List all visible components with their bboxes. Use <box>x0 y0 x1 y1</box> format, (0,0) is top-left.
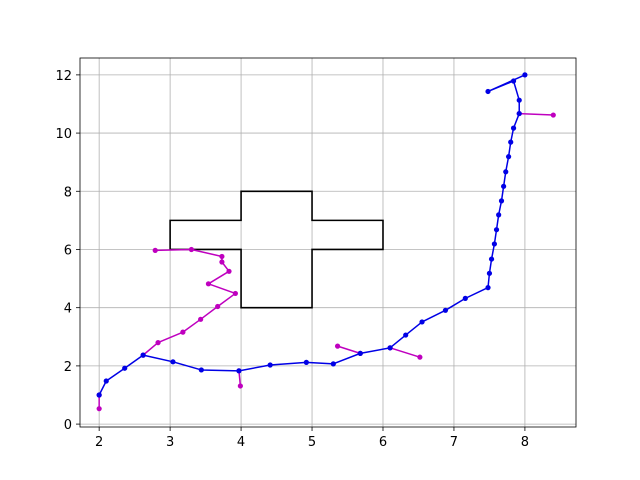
axes-frame <box>79 57 577 428</box>
y-tick-label: 8 <box>64 185 72 200</box>
branch-point <box>155 340 161 346</box>
branch-point <box>334 343 341 349</box>
branch-point <box>219 253 225 260</box>
obstacle-layer <box>169 190 384 309</box>
x-tick-label: 7 <box>450 435 458 450</box>
path-point <box>503 169 509 175</box>
path-point <box>198 367 204 373</box>
path-point <box>419 319 425 325</box>
path-point <box>267 362 273 368</box>
path-point <box>488 256 495 262</box>
x-tick-label: 3 <box>166 435 174 450</box>
path-point <box>486 270 493 276</box>
path-point <box>491 241 497 247</box>
path-point <box>387 345 393 351</box>
x-tick-label: 5 <box>308 435 316 450</box>
branch-point <box>188 246 195 253</box>
branch-point <box>198 316 204 322</box>
path-point <box>236 368 242 374</box>
branch-point <box>226 268 232 274</box>
branch-point <box>232 290 238 297</box>
path-point <box>357 350 363 356</box>
path-layer <box>96 72 528 398</box>
path-point <box>462 295 468 301</box>
branch-point <box>219 259 225 265</box>
x-tick-label: 2 <box>95 435 103 450</box>
path-point <box>496 212 502 218</box>
obstacle-outline <box>169 190 384 309</box>
path-point <box>516 97 522 103</box>
path-point <box>485 285 491 291</box>
branch-point <box>96 406 102 412</box>
branch-line <box>337 345 361 355</box>
branch-point <box>205 281 212 287</box>
branch-line <box>519 112 554 116</box>
branch-line <box>142 248 237 356</box>
y-tick-label: 2 <box>64 360 72 375</box>
path-point <box>522 72 528 78</box>
path-point <box>505 154 512 160</box>
branch-point <box>417 354 423 360</box>
path-point <box>510 125 517 131</box>
y-tick-label: 4 <box>64 302 72 317</box>
branch-line <box>389 347 421 358</box>
path-point <box>96 392 102 398</box>
y-tick-label: 6 <box>64 243 72 258</box>
y-tick-label: 10 <box>55 127 72 142</box>
path-point <box>122 365 128 371</box>
path-point <box>493 227 500 233</box>
path-point <box>501 183 507 189</box>
branch-point <box>550 112 556 118</box>
path-point <box>498 198 505 204</box>
path-point <box>170 359 176 365</box>
path-point <box>140 352 146 358</box>
path-point <box>103 378 109 384</box>
branch-point <box>152 247 158 253</box>
path-point <box>516 110 522 117</box>
path-point <box>485 88 491 95</box>
path-point <box>330 361 336 367</box>
branch-point <box>215 303 221 310</box>
ticks: 2 3 4 5 6 7 8 0 2 4 6 8 10 12 <box>55 69 529 450</box>
y-tick-label: 12 <box>55 69 72 84</box>
y-tick-label: 0 <box>64 418 72 433</box>
x-tick-label: 6 <box>379 435 387 450</box>
x-tick-label: 4 <box>237 435 245 450</box>
branch-point <box>237 383 243 389</box>
path-point <box>510 78 517 84</box>
x-tick-label: 8 <box>521 435 529 450</box>
path-point <box>403 332 409 338</box>
path-point <box>508 139 514 145</box>
path-point <box>303 359 309 365</box>
branch-point <box>180 329 186 335</box>
path-point <box>442 307 449 313</box>
